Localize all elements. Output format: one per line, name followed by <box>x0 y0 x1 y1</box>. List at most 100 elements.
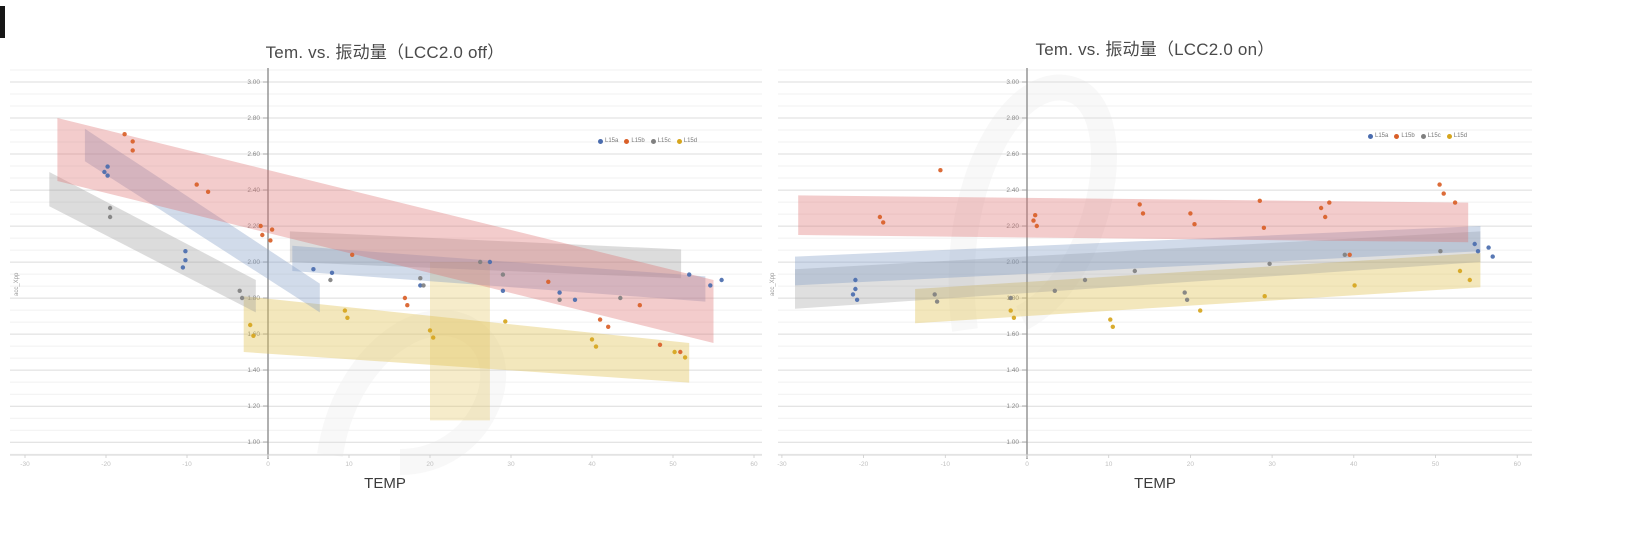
x-tick-label: 20 <box>426 461 434 468</box>
x-tick-label: -20 <box>101 461 111 468</box>
data-point <box>719 277 724 283</box>
data-point <box>850 292 856 297</box>
data-point <box>1132 268 1138 274</box>
x-tick-labels: -30 -20 -10 0 10 20 30 40 50 60 <box>20 455 758 468</box>
series-L15a <box>850 241 1495 302</box>
x-tick-labels: -30 -20 -10 0 10 20 30 40 50 60 <box>777 455 1521 468</box>
data-point <box>657 342 663 347</box>
data-point <box>421 283 426 288</box>
data-point <box>260 232 265 238</box>
data-point <box>342 308 348 313</box>
data-point <box>205 189 211 194</box>
gray-fit-band <box>795 231 1481 309</box>
y-axis-label-right: acc_Xpp <box>770 272 776 296</box>
data-point <box>251 333 256 338</box>
legend-marker-icon <box>1368 133 1373 139</box>
x-tick-label: -30 <box>777 461 787 468</box>
data-point <box>183 249 188 254</box>
y-axis-label-left: acc_Xpp <box>14 272 20 296</box>
data-point <box>402 295 408 301</box>
fit-bands <box>795 195 1481 324</box>
y-tick-label: 1.00 <box>247 439 260 446</box>
data-point <box>877 214 883 220</box>
red-fit-band <box>57 118 714 343</box>
data-point <box>130 148 135 153</box>
data-point <box>239 295 245 301</box>
screen-edge-artifact <box>0 6 5 38</box>
data-point <box>1110 324 1116 329</box>
x-tick-label: -10 <box>182 461 192 468</box>
legend-label: L15c <box>657 138 671 144</box>
data-point <box>130 139 135 144</box>
data-point <box>329 270 335 275</box>
y-tick-label: 2.80 <box>1006 115 1019 122</box>
chart-plot-0: 3.002.802.602.402.202.001.801.601.401.20… <box>10 68 762 468</box>
data-point <box>1192 222 1197 227</box>
x-tick-label: 40 <box>588 461 596 468</box>
x-tick-label: 20 <box>1187 461 1195 468</box>
data-point <box>500 288 506 293</box>
data-point <box>606 324 611 329</box>
scatter-series <box>850 168 1495 329</box>
data-point <box>418 283 423 288</box>
y-tick-label: 1.80 <box>1006 295 1019 302</box>
y-tick-label: 1.20 <box>247 403 260 410</box>
y-tick-label: 1.20 <box>1006 403 1019 410</box>
data-point <box>678 349 683 355</box>
series-L15a <box>102 164 724 302</box>
data-point <box>1323 214 1328 220</box>
x-tick-label: 0 <box>266 461 270 468</box>
data-point <box>418 276 423 281</box>
data-point <box>593 344 599 349</box>
data-point <box>1137 202 1142 207</box>
x-tick-label: 40 <box>1350 461 1358 468</box>
yellow-overlap-band <box>430 262 490 421</box>
data-point <box>682 355 688 360</box>
data-point <box>938 168 943 173</box>
data-point <box>1452 200 1458 205</box>
legend-marker-icon <box>624 138 630 144</box>
data-point <box>1182 290 1187 295</box>
data-point <box>194 182 199 187</box>
data-point <box>180 265 186 270</box>
data-point <box>672 349 677 355</box>
data-point <box>1475 249 1481 254</box>
series-L15d <box>1008 268 1473 329</box>
data-point <box>597 317 603 322</box>
x-tick-label: -30 <box>20 461 30 468</box>
data-point <box>427 328 433 333</box>
data-point <box>350 252 355 257</box>
data-point <box>708 283 713 288</box>
legend-label: L15d <box>1453 133 1468 139</box>
data-point <box>248 322 253 328</box>
series-L15c <box>932 249 1443 304</box>
y-tick-label: 2.40 <box>1006 187 1019 194</box>
data-point <box>572 297 578 302</box>
chart-plot-1: 3.00 2.80 2.60 2.40 2.20 2.00 1.80 1.60 1.40 1.20… <box>777 68 1532 468</box>
data-point <box>1438 249 1443 254</box>
data-point <box>1198 308 1203 313</box>
data-point <box>328 277 333 283</box>
legend-marker-icon <box>650 138 656 144</box>
data-point <box>546 279 551 284</box>
series-L15b <box>877 168 1458 257</box>
data-point <box>934 299 940 304</box>
data-point <box>1031 218 1036 223</box>
data-point <box>431 335 436 340</box>
data-point <box>500 272 506 277</box>
data-point <box>932 292 937 297</box>
data-point <box>687 272 692 277</box>
y-tick-label: 2.60 <box>1006 151 1019 158</box>
data-point <box>311 267 316 272</box>
legend-label: L15a <box>1375 133 1389 139</box>
blue-shallow-band <box>292 245 706 302</box>
legend-entry: L15b <box>1394 133 1415 139</box>
gridlines <box>778 69 1532 455</box>
data-point <box>1441 191 1446 196</box>
yellow-fit-band <box>915 253 1481 324</box>
data-point <box>1140 211 1146 216</box>
y-tick-labels: 3.00 2.80 2.60 2.40 2.20 2.00 1.80 1.60 1.40 1.20… <box>1006 79 1027 446</box>
x-tick-label: 60 <box>750 461 758 468</box>
data-point <box>1352 283 1357 288</box>
